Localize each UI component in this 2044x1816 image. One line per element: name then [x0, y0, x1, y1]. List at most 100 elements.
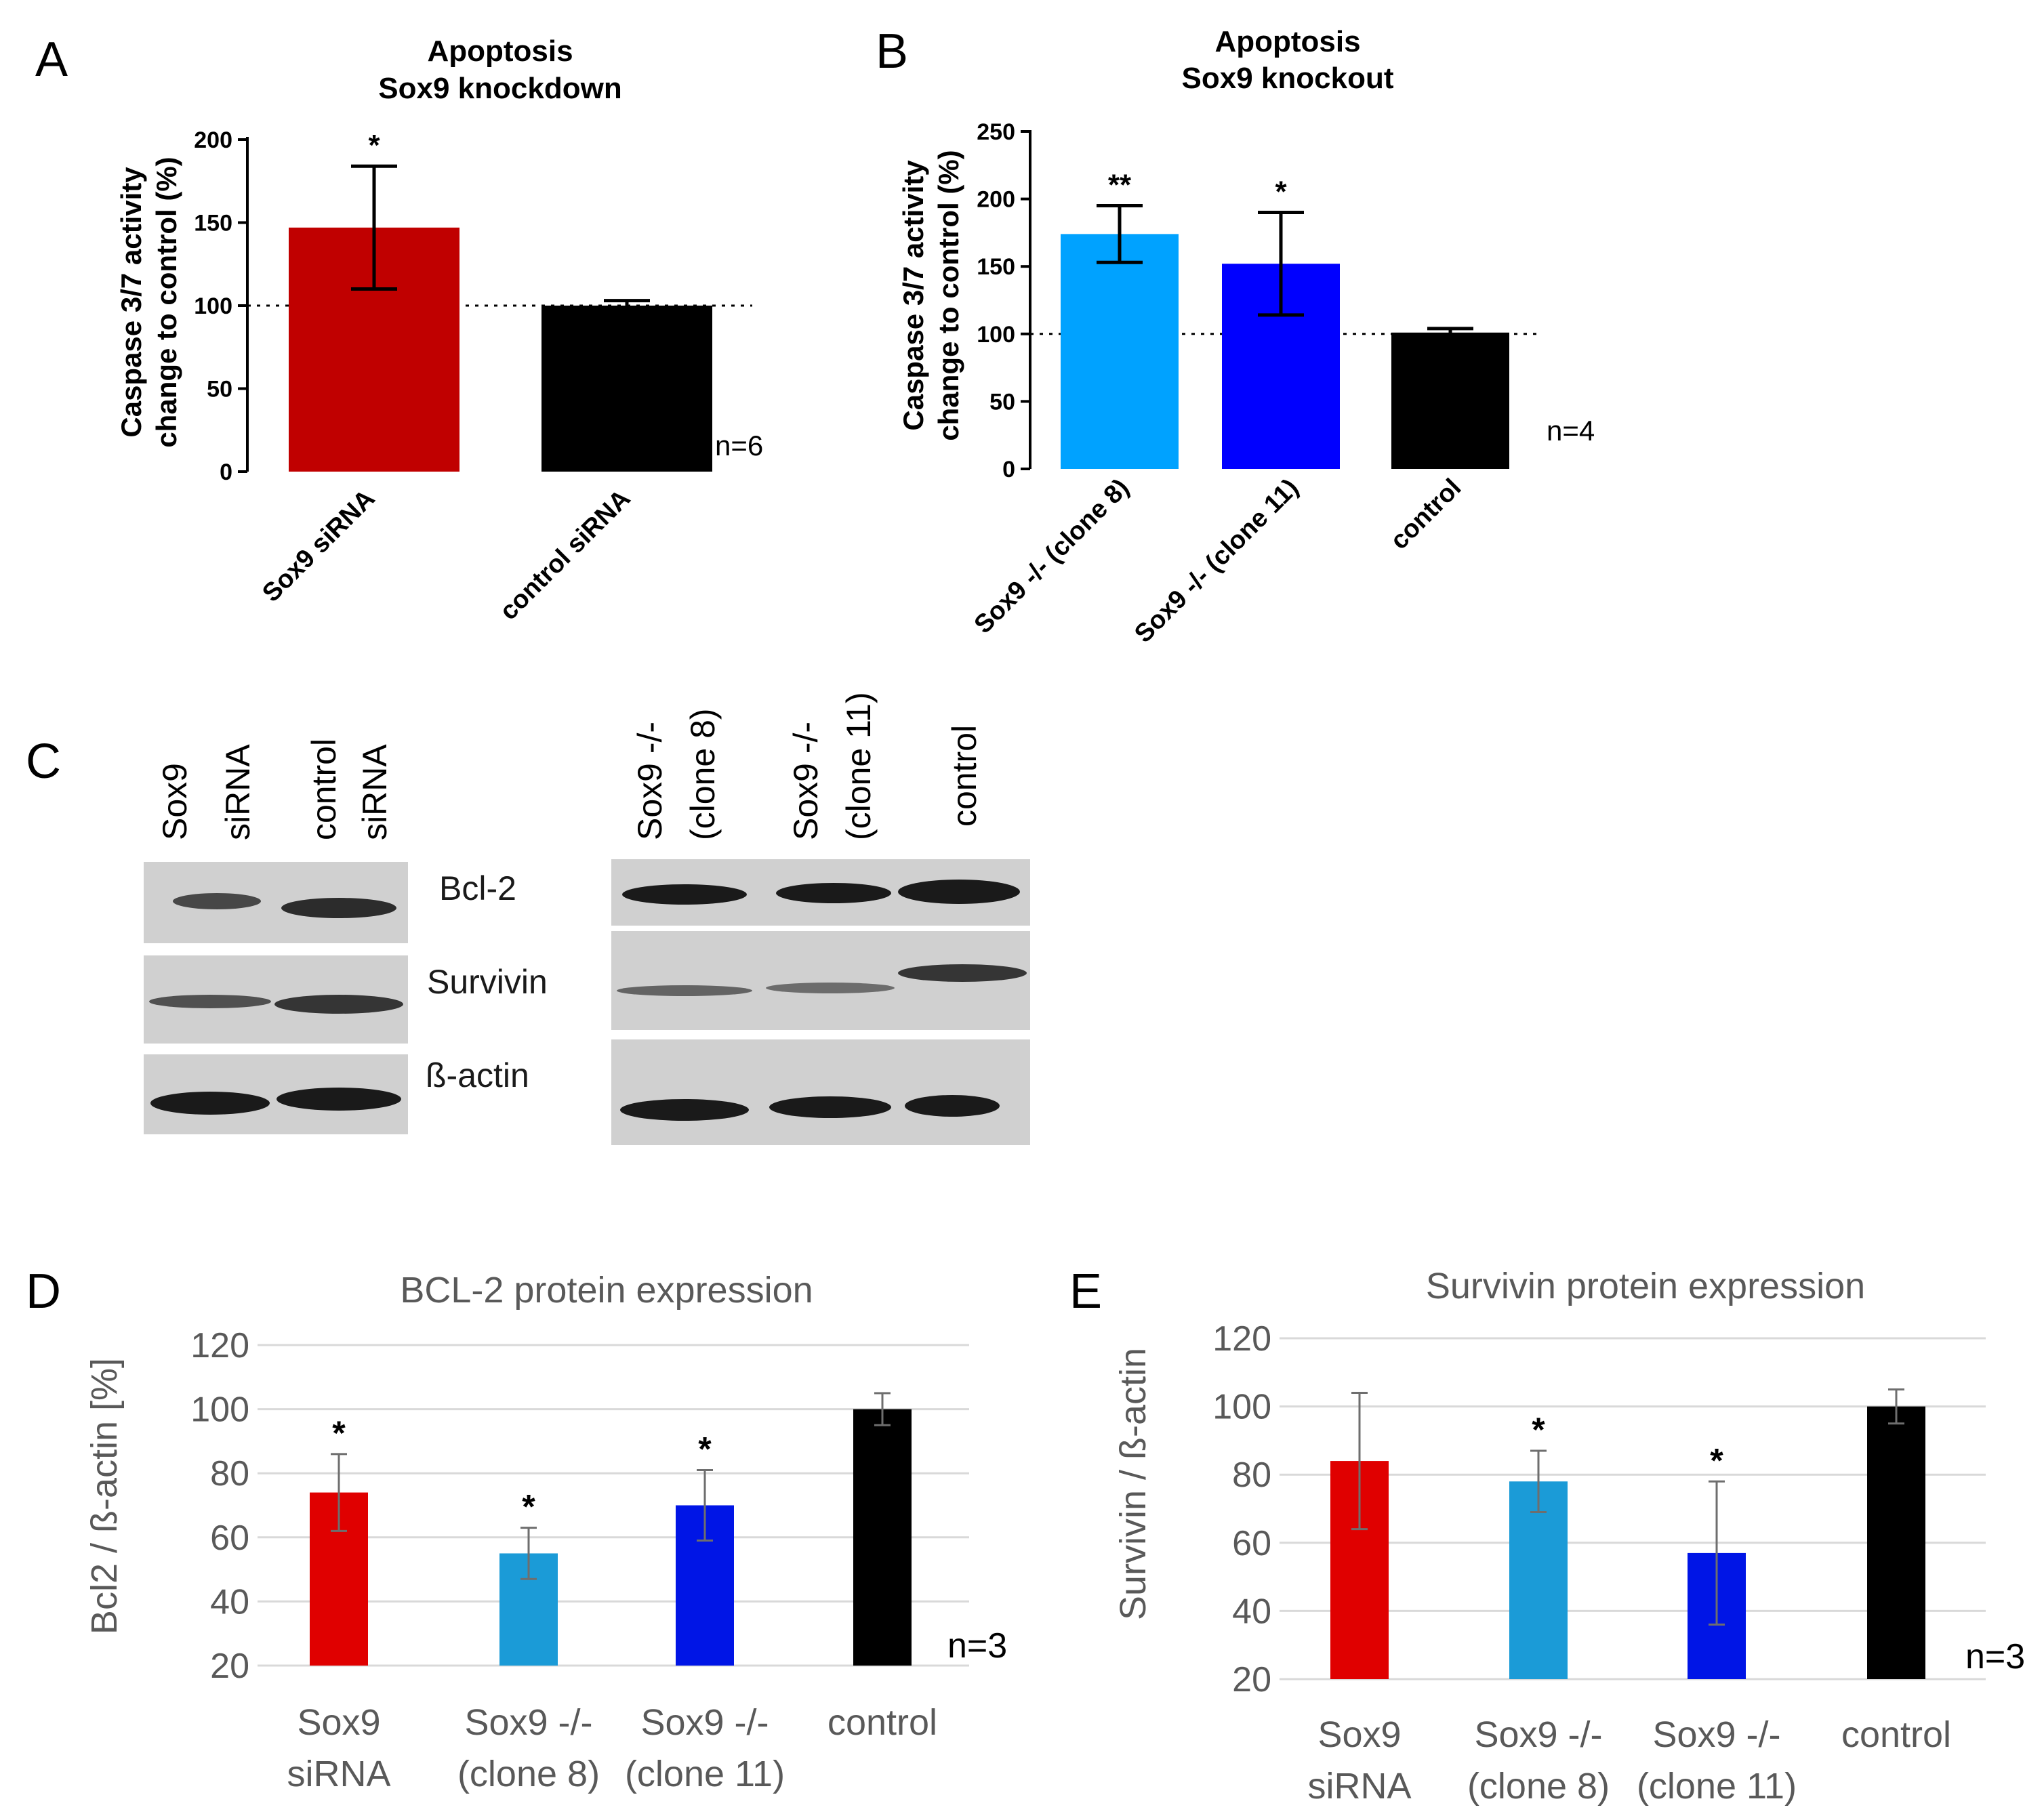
blot-left-actin-band-1 — [150, 1092, 270, 1115]
blot-right-lane2-line1: Sox9 -/- — [787, 722, 825, 840]
blot-right-lane3-line1: control — [945, 725, 983, 827]
blot-left-lane1-line1: Sox9 — [156, 763, 194, 840]
b-bar-sox9-clone-8 — [1061, 234, 1179, 469]
panel-d-n-label: n=3 — [947, 1626, 1007, 1666]
blot-right-lane1-line2: (clone 8) — [684, 708, 722, 840]
b-significance-sox9-clone-8: ** — [1108, 169, 1132, 202]
panel-c-western-blot: Sox9 siRNA control siRNA Sox9 -/- (clone… — [144, 692, 1030, 1145]
d-ytick-label-60: 60 — [210, 1519, 249, 1558]
blot-left-survivin-band-1 — [149, 995, 271, 1008]
e-ytick-label-100: 100 — [1212, 1388, 1271, 1427]
e-ytick-label-40: 40 — [1232, 1592, 1271, 1631]
d-ytick-label-100: 100 — [190, 1390, 249, 1430]
panel-e-n-label: n=3 — [1965, 1637, 2025, 1676]
blot-left-lane2-line1: control — [305, 739, 343, 840]
e-ytick-label-80: 80 — [1232, 1456, 1271, 1495]
blot-left-bcl2-band-2 — [281, 898, 396, 918]
blot-right-lane2-line2: (clone 11) — [840, 692, 878, 840]
d-ytick-label-40: 40 — [210, 1582, 249, 1622]
panel-a-ylabel-line2: change to control (%) — [150, 157, 182, 447]
blot-right-actin-band-3 — [905, 1095, 1000, 1117]
panel-b-xtick-clone11: Sox9 -/- (clone 11) — [1129, 474, 1304, 648]
e-significance-sox9-clone-11: * — [1710, 1441, 1723, 1479]
panel-b-ylabel-line2: change to control (%) — [933, 150, 964, 440]
blot-label-bcl2: Bcl-2 — [439, 869, 516, 907]
e-bar-control — [1867, 1406, 1925, 1679]
panel-a-chart: Apoptosis Sox9 knockdown Caspase 3/7 act… — [115, 35, 763, 626]
d-ytick-label-80: 80 — [210, 1454, 249, 1493]
blot-label-survivin: Survivin — [427, 963, 548, 1001]
panel-a-xtick-control-sirna: control siRNA — [495, 484, 636, 626]
blot-right-bcl2-band-3 — [898, 880, 1020, 904]
e-significance-sox9-clone-8: * — [1532, 1411, 1545, 1449]
panel-letter-a: A — [35, 33, 68, 87]
b-ytick-label-100: 100 — [977, 322, 1015, 348]
panel-e-title: Survivin protein expression — [1426, 1266, 1865, 1306]
blot-right-bcl2-band-2 — [776, 883, 891, 903]
blot-right-bcl2-band-1 — [622, 884, 747, 905]
a-ytick-label-50: 50 — [207, 377, 232, 403]
panel-letter-d: D — [26, 1264, 61, 1319]
a-bar-control-sirna — [541, 306, 712, 472]
panel-d-ylabel: Bcl2 / ß-actin [%] — [84, 1358, 125, 1634]
a-significance-sox9-sirna: * — [368, 129, 380, 162]
d-ytick-label-120: 120 — [190, 1326, 249, 1365]
b-ytick-label-0: 0 — [1002, 457, 1015, 482]
panel-a-n-label: n=6 — [715, 430, 763, 461]
panel-letter-c: C — [26, 735, 61, 789]
panel-d-chart: BCL-2 protein expression Bcl2 / ß-actin … — [84, 1270, 1007, 1794]
blot-left-lane1-line2: siRNA — [219, 744, 257, 840]
panel-b-title-line1: Apoptosis — [1214, 25, 1360, 58]
panel-b-xtick-control: control — [1385, 474, 1467, 556]
e-xtick-label-control-line1: control — [1841, 1714, 1951, 1755]
b-ytick-label-150: 150 — [977, 254, 1015, 280]
blot-right-actin-band-1 — [620, 1099, 749, 1121]
b-bar-control — [1391, 332, 1509, 469]
b-significance-sox9-clone-11: * — [1275, 176, 1287, 209]
e-ytick-label-20: 20 — [1232, 1660, 1271, 1699]
b-ytick-label-50: 50 — [989, 389, 1015, 415]
a-ytick-label-100: 100 — [194, 293, 232, 319]
d-xtick-label-sox9-clone-11-line2: (clone 11) — [625, 1754, 785, 1794]
blot-right-actin-band-2 — [769, 1096, 891, 1118]
blot-right-actin-strip — [611, 1039, 1030, 1145]
blot-label-actin: ß-actin — [426, 1056, 529, 1094]
blot-left-actin-band-2 — [277, 1088, 401, 1111]
a-ytick-label-150: 150 — [194, 211, 232, 236]
d-xtick-label-sox9-sirna-line2: siRNA — [287, 1754, 390, 1794]
b-ytick-label-200: 200 — [977, 187, 1015, 213]
blot-right-survivin-band-3 — [898, 964, 1027, 982]
panel-e-chart: Survivin protein expression Survivin / ß… — [1113, 1266, 2025, 1807]
panel-e-ylabel: Survivin / ß-actin — [1113, 1348, 1153, 1620]
d-ytick-label-20: 20 — [210, 1647, 249, 1686]
blot-left-survivin-band-2 — [274, 995, 403, 1014]
d-significance-sox9-clone-11: * — [698, 1430, 712, 1468]
e-xtick-label-sox9-clone-8-line1: Sox9 -/- — [1474, 1714, 1602, 1755]
d-xtick-label-sox9-clone-8-line1: Sox9 -/- — [464, 1702, 592, 1743]
panel-b-xtick-clone8: Sox9 -/- (clone 8) — [969, 474, 1135, 640]
blot-left-bcl2-band-1 — [173, 893, 261, 909]
d-xtick-label-sox9-sirna-line1: Sox9 — [297, 1702, 380, 1743]
e-ytick-label-60: 60 — [1232, 1524, 1271, 1563]
d-xtick-label-control-line1: control — [827, 1702, 937, 1743]
blot-right-survivin-band-2 — [766, 983, 895, 993]
blot-left-lane2-line2: siRNA — [356, 744, 394, 840]
panel-a-xtick-sox9-sirna: Sox9 siRNA — [257, 484, 380, 608]
panel-a-ylabel-line1: Caspase 3/7 activity — [115, 167, 147, 438]
panel-b-ylabel-line1: Caspase 3/7 activity — [897, 160, 929, 431]
e-ytick-label-120: 120 — [1212, 1319, 1271, 1359]
e-xtick-label-sox9-clone-11-line1: Sox9 -/- — [1652, 1714, 1780, 1755]
panel-a-title-line2: Sox9 knockdown — [378, 72, 621, 105]
d-xtick-label-sox9-clone-8-line2: (clone 8) — [457, 1754, 600, 1794]
e-xtick-label-sox9-clone-11-line2: (clone 11) — [1637, 1766, 1797, 1807]
a-ytick-label-0: 0 — [220, 459, 232, 485]
panel-b-title-line2: Sox9 knockout — [1182, 62, 1394, 95]
blot-right-survivin-band-1 — [617, 985, 752, 996]
panel-b-chart: Apoptosis Sox9 knockout Caspase 3/7 acti… — [897, 25, 1595, 648]
e-bar-sox9-clone-8 — [1509, 1481, 1568, 1679]
panel-letter-b: B — [876, 24, 908, 79]
panel-b-n-label: n=4 — [1547, 415, 1595, 447]
panel-letter-e: E — [1069, 1264, 1102, 1319]
d-xtick-label-sox9-clone-11-line1: Sox9 -/- — [640, 1702, 769, 1743]
